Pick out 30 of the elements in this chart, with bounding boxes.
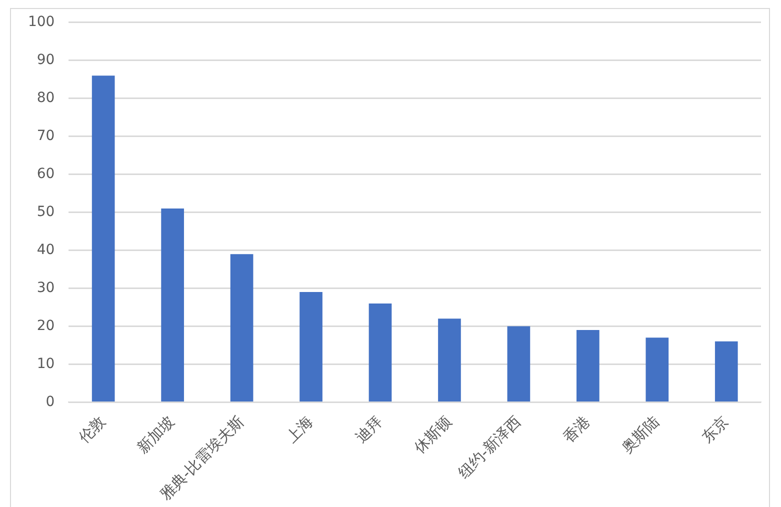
y-tick-label: 70	[36, 128, 55, 144]
x-tick-label: 纽约-新泽西	[454, 412, 524, 482]
x-tick-label: 伦敦	[74, 412, 109, 446]
y-tick-label: 20	[36, 318, 55, 334]
bar	[300, 292, 322, 402]
bar	[507, 326, 530, 402]
bar	[92, 76, 115, 402]
bar	[438, 318, 461, 402]
bar	[368, 303, 392, 402]
x-tick-label: 休斯顿	[410, 412, 456, 457]
x-tick-label: 香港	[560, 412, 594, 446]
x-tick-label: 奥斯陆	[618, 412, 663, 457]
y-tick-label: 60	[36, 166, 55, 182]
x-tick-label: 新加坡	[134, 412, 178, 457]
y-tick-label: 80	[36, 90, 55, 106]
bar	[230, 254, 254, 402]
bar	[646, 338, 669, 402]
bar	[576, 330, 600, 402]
y-tick-label: 30	[36, 280, 55, 296]
x-tick-label: 上海	[282, 412, 317, 446]
x-tick-label: 迪拜	[352, 412, 386, 446]
y-tick-label: 0	[46, 394, 55, 410]
bar	[714, 341, 738, 402]
x-tick-label: 东京	[698, 412, 732, 446]
bar	[161, 208, 184, 402]
y-tick-label: 40	[36, 242, 55, 258]
y-tick-label: 100	[28, 14, 55, 30]
y-tick-label: 10	[36, 356, 55, 372]
y-tick-label: 90	[36, 52, 55, 68]
y-tick-label: 50	[36, 204, 55, 220]
